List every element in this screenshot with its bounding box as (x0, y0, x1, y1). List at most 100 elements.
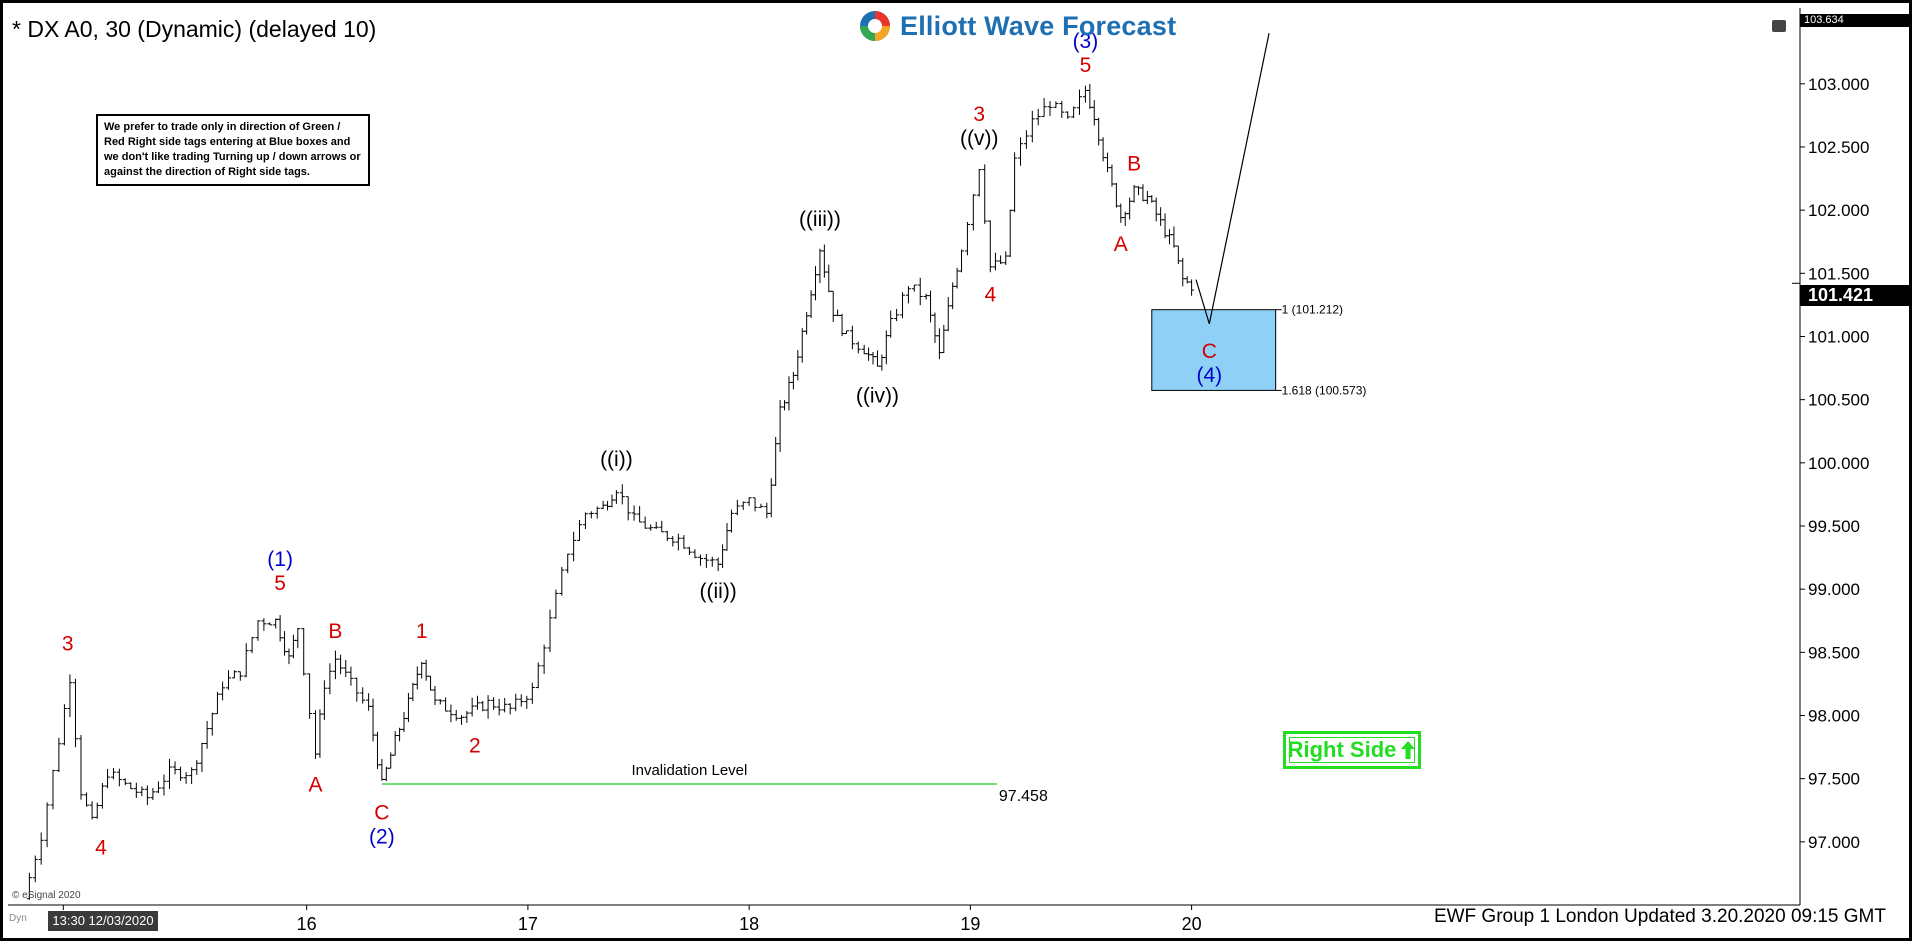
ohlc-bar (998, 255, 1004, 265)
ohlc-bar (496, 698, 502, 716)
ohlc-bar (273, 618, 279, 629)
ohlc-bar (752, 497, 758, 512)
ohlc-bar (653, 521, 659, 529)
ohlc-bar (26, 872, 32, 900)
ohlc-bar (703, 553, 709, 569)
ohlc-bar (44, 802, 50, 848)
ohlc-bar (502, 698, 508, 713)
wave-label: 1 (416, 620, 428, 643)
ohlc-bar (1041, 98, 1047, 118)
ohlc-bar (1071, 106, 1077, 118)
ohlc-bar (370, 698, 376, 742)
ohlc-bar (360, 687, 366, 704)
ohlc-bar (790, 371, 796, 390)
ohlc-bar (659, 520, 665, 533)
ohlc-bar (1059, 101, 1065, 119)
ohlc-bar (1180, 257, 1186, 287)
ohlc-bar (225, 670, 231, 690)
ohlc-bar (84, 792, 90, 807)
ohlc-bar (89, 801, 95, 820)
ohlc-bar (1091, 100, 1097, 126)
ohlc-bar (870, 352, 876, 365)
ohlc-bar (313, 710, 319, 759)
projection-path (1195, 33, 1270, 325)
ohlc-bar (740, 501, 746, 510)
wave-label: ((ii)) (700, 580, 737, 603)
fib-level-label: 1 (101.212) (1282, 303, 1343, 317)
ohlc-bar (338, 654, 344, 675)
ohlc-bar (1105, 152, 1111, 173)
ohlc-bar (804, 311, 810, 335)
y-tick-label: 97.500 (1808, 770, 1860, 789)
ohlc-bar (1162, 213, 1168, 239)
ohlc-bar (1189, 279, 1195, 296)
ohlc-bar (139, 786, 145, 797)
ohlc-bars (26, 83, 1195, 900)
ohlc-bar (777, 399, 783, 452)
ohlc-bar (485, 695, 491, 719)
ohlc-bar (277, 615, 283, 642)
x-tick-label: 19 (960, 914, 980, 934)
ohlc-bar (474, 695, 480, 710)
ohlc-bar (746, 497, 752, 506)
ohlc-bar (332, 650, 338, 680)
wave-label: ((iv)) (856, 384, 899, 407)
ohlc-bar (861, 344, 867, 355)
window-restore-icon[interactable] (1772, 20, 1786, 32)
right-side-tag: Right Side (1283, 731, 1421, 769)
ohlc-bar (110, 768, 116, 780)
ohlc-bar (773, 436, 779, 486)
ohlc-bar (267, 622, 273, 626)
ohlc-bar (582, 512, 588, 529)
ohlc-bar (1047, 101, 1053, 116)
ohlc-bar (301, 628, 307, 676)
ohlc-bar (976, 168, 982, 197)
ohlc-bar (255, 620, 261, 641)
ohlc-bar (150, 787, 156, 800)
y-tick-label: 98.500 (1808, 643, 1860, 662)
wave-label: (1) (267, 548, 293, 571)
ohlc-bar (637, 505, 643, 523)
ohlc-bar (105, 768, 111, 789)
wave-label: A (1114, 233, 1128, 256)
ohlc-bar (67, 674, 73, 718)
ohlc-bar (835, 309, 841, 316)
ohlc-bar (99, 782, 105, 809)
wave-label: 4 (95, 837, 107, 860)
ohlc-bar (945, 297, 951, 332)
y-tick-label: 102.500 (1808, 138, 1869, 157)
y-tick-label: 98.000 (1808, 706, 1860, 725)
ohlc-bar (295, 627, 301, 649)
ohlc-bar (734, 499, 740, 516)
ohlc-bar (1153, 197, 1159, 222)
ohlc-bar (664, 530, 670, 542)
ohlc-bar (642, 516, 648, 529)
ohlc-bar (709, 556, 715, 567)
ohlc-bar (697, 554, 703, 566)
ohlc-bar (928, 290, 934, 323)
ohlc-bar (491, 697, 497, 710)
ohlc-bar (448, 704, 454, 723)
ohlc-bar (518, 694, 524, 707)
ohlc-bar (609, 494, 615, 508)
ohlc-bar (724, 522, 730, 551)
ohlc-bar (813, 266, 819, 301)
wave-label: 3 (62, 632, 74, 655)
logo: Elliott Wave Forecast (858, 6, 1176, 46)
ohlc-bar (1087, 83, 1093, 109)
ohlc-bar (866, 347, 872, 361)
ohlc-bar (321, 680, 327, 720)
ohlc-bar (348, 666, 354, 686)
ohlc-bar (826, 264, 832, 293)
ohlc-bar (317, 709, 323, 758)
y-tick-label: 103.000 (1808, 75, 1869, 94)
ohlc-bar (78, 735, 84, 800)
ohlc-bar (715, 557, 721, 572)
ohlc-bar (594, 506, 600, 519)
ohlc-bar (619, 484, 625, 505)
ohlc-bar (905, 286, 911, 304)
ohlc-bar (379, 758, 385, 781)
ohlc-bar (204, 720, 210, 749)
ohlc-bar (1127, 197, 1133, 220)
